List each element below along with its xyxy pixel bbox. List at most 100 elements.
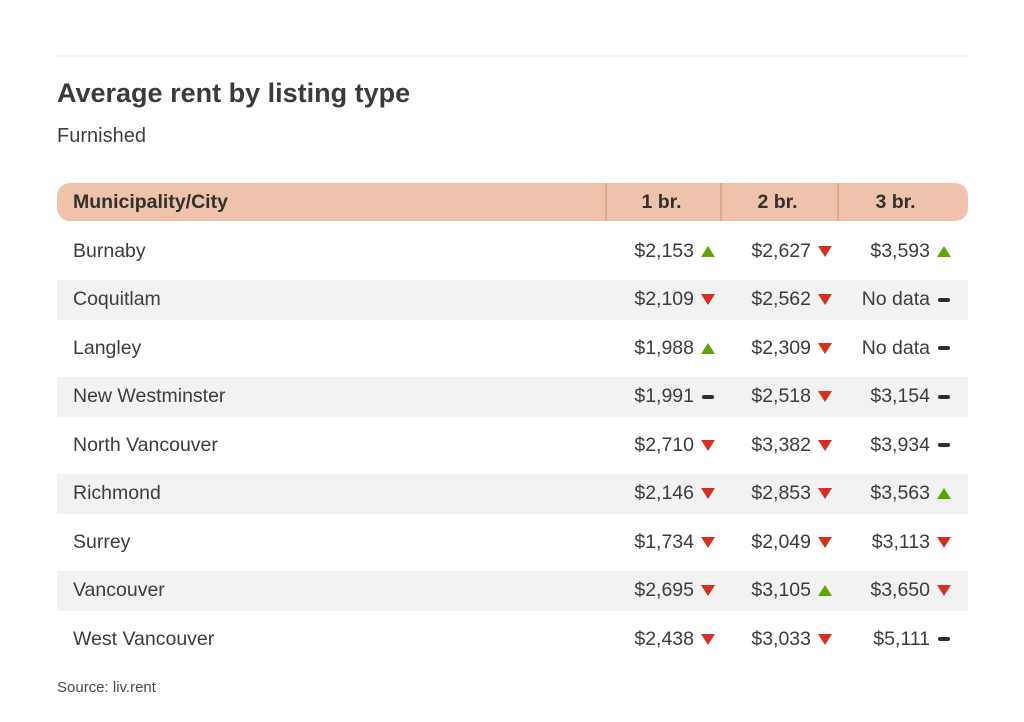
flat-trend-icon — [938, 394, 950, 399]
rent-value: $1,734 — [634, 530, 694, 553]
flat-trend-icon — [938, 443, 950, 448]
down-trend-icon — [818, 342, 832, 354]
page-title: Average rent by listing type — [57, 78, 411, 108]
down-trend-icon — [818, 633, 832, 645]
table-row: Coquitlam $2,109 $2,562 No data — [57, 276, 968, 325]
table-row: North Vancouver $2,710 $3,382 $3,934 — [57, 421, 968, 470]
municipality-cell: North Vancouver — [73, 433, 218, 456]
municipality-cell: Langley — [73, 336, 142, 359]
rent-cell-2br: $3,382 — [720, 434, 837, 457]
rent-cell-3br: $3,113 — [837, 531, 968, 554]
rent-cell-2br: $2,562 — [720, 288, 837, 311]
table-row: New Westminster $1,991 $2,518 $3,154 — [57, 373, 968, 422]
source-credit: Source: liv.rent — [57, 679, 156, 696]
rent-value: $3,650 — [870, 579, 930, 602]
rent-value: $3,113 — [871, 530, 930, 553]
rent-cell-1br: $2,153 — [605, 240, 720, 263]
table-row: West Vancouver $2,438 $3,033 $5,111 — [57, 615, 968, 664]
rent-cell-1br: $2,710 — [605, 434, 720, 457]
up-trend-icon — [701, 342, 715, 354]
column-header-1br: 1 br. — [605, 183, 720, 221]
down-trend-icon — [701, 294, 715, 306]
flat-trend-icon — [938, 346, 950, 351]
down-trend-icon — [701, 633, 715, 645]
table-row: Burnaby $2,153 $2,627 $3,593 — [57, 227, 968, 276]
rent-value: $3,563 — [870, 482, 930, 505]
municipality-cell: Surrey — [73, 530, 131, 553]
rent-value: $2,695 — [634, 579, 694, 602]
top-divider — [57, 55, 967, 57]
table-row: Surrey $1,734 $2,049 $3,113 — [57, 518, 968, 567]
rent-cell-3br: $5,111 — [837, 628, 968, 651]
down-trend-icon — [818, 391, 832, 403]
rent-value: $3,033 — [751, 627, 811, 650]
up-trend-icon — [937, 245, 951, 257]
rent-cell-3br: No data — [837, 337, 968, 360]
page-subtitle: Furnished — [57, 125, 146, 147]
down-trend-icon — [701, 585, 715, 597]
rent-cell-2br: $3,033 — [720, 628, 837, 651]
up-trend-icon — [701, 245, 715, 257]
municipality-cell: Burnaby — [73, 239, 146, 262]
table-header-row: Municipality/City 1 br. 2 br. 3 br. — [57, 183, 968, 221]
rent-cell-3br: $3,934 — [837, 434, 968, 457]
rent-cell-2br: $2,853 — [720, 482, 837, 505]
table-row: Richmond $2,146 $2,853 $3,563 — [57, 470, 968, 519]
rent-cell-3br: $3,154 — [837, 385, 968, 408]
table-row: Langley $1,988 $2,309 No data — [57, 324, 968, 373]
rent-cell-1br: $1,734 — [605, 531, 720, 554]
down-trend-icon — [818, 536, 832, 548]
down-trend-icon — [701, 439, 715, 451]
rent-cell-3br: No data — [837, 288, 968, 311]
rent-value: $2,109 — [634, 288, 694, 311]
rent-value: $3,154 — [870, 385, 930, 408]
rent-cell-1br: $2,438 — [605, 628, 720, 651]
down-trend-icon — [937, 585, 951, 597]
flat-trend-icon — [702, 394, 714, 399]
rent-value: $3,105 — [751, 579, 811, 602]
rent-cell-3br: $3,563 — [837, 482, 968, 505]
rent-value: $2,309 — [751, 336, 811, 359]
column-header-2br: 2 br. — [720, 183, 837, 221]
municipality-cell: Coquitlam — [73, 288, 161, 311]
rent-value: $2,153 — [634, 239, 694, 262]
rent-cell-2br: $2,518 — [720, 385, 837, 408]
down-trend-icon — [818, 294, 832, 306]
down-trend-icon — [818, 439, 832, 451]
table-row: Vancouver $2,695 $3,105 $3,650 — [57, 567, 968, 616]
rent-value: $1,988 — [634, 336, 694, 359]
up-trend-icon — [818, 585, 832, 597]
rent-value: $2,853 — [751, 482, 811, 505]
rent-value: No data — [861, 336, 930, 359]
rent-cell-1br: $1,988 — [605, 337, 720, 360]
rent-value: No data — [861, 288, 930, 311]
rent-cell-1br: $2,109 — [605, 288, 720, 311]
rent-cell-3br: $3,650 — [837, 579, 968, 602]
rent-cell-2br: $3,105 — [720, 579, 837, 602]
rent-table: Municipality/City 1 br. 2 br. 3 br. Burn… — [57, 183, 968, 664]
down-trend-icon — [818, 245, 832, 257]
rent-value: $3,382 — [751, 433, 811, 456]
rent-cell-1br: $2,695 — [605, 579, 720, 602]
flat-trend-icon — [938, 297, 950, 302]
rent-value: $2,627 — [751, 239, 811, 262]
rent-value: $2,049 — [751, 530, 811, 553]
municipality-cell: New Westminster — [73, 385, 226, 408]
down-trend-icon — [701, 488, 715, 500]
rent-cell-1br: $1,991 — [605, 385, 720, 408]
municipality-cell: Richmond — [73, 482, 161, 505]
rent-value: $2,562 — [751, 288, 811, 311]
up-trend-icon — [937, 488, 951, 500]
rent-value: $5,111 — [873, 627, 930, 650]
rent-cell-2br: $2,049 — [720, 531, 837, 554]
column-header-municipality: Municipality/City — [73, 190, 228, 213]
rent-value: $2,438 — [634, 627, 694, 650]
rent-cell-3br: $3,593 — [837, 240, 968, 263]
table-body: Burnaby $2,153 $2,627 $3,593 Coquitlam $… — [57, 227, 968, 664]
rent-value: $2,518 — [751, 385, 811, 408]
flat-trend-icon — [938, 637, 950, 642]
rent-cell-2br: $2,309 — [720, 337, 837, 360]
rent-value: $2,710 — [634, 433, 694, 456]
municipality-cell: West Vancouver — [73, 627, 215, 650]
